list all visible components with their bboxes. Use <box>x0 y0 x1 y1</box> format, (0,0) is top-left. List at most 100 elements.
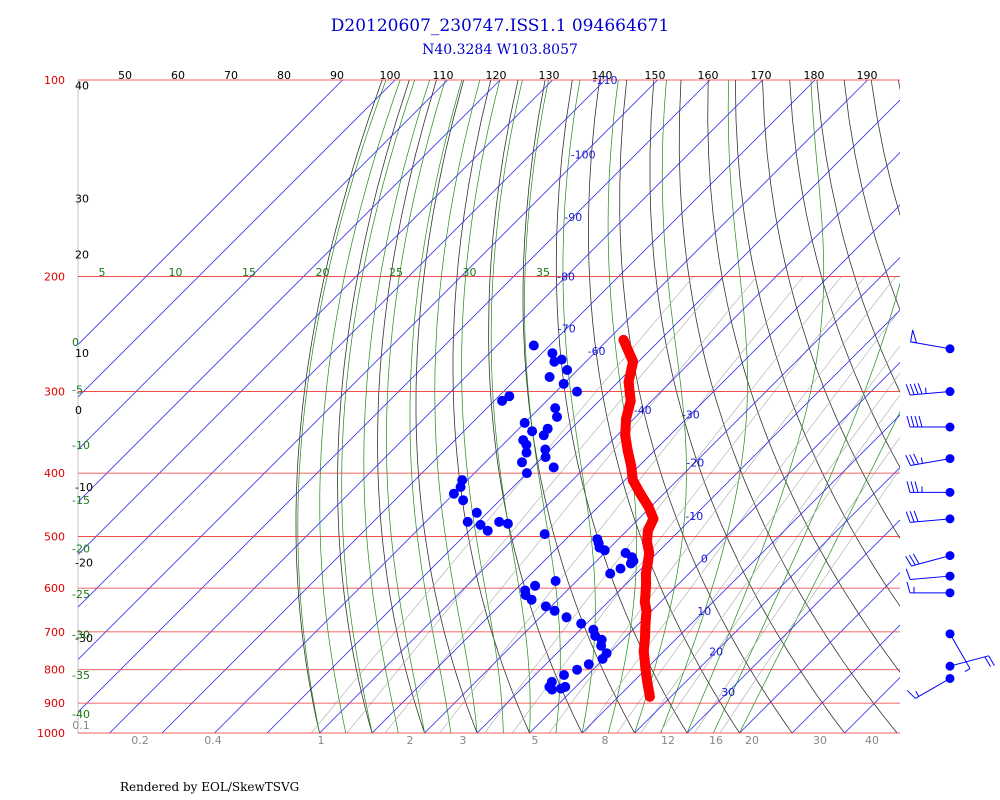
moist-adiabat <box>386 79 446 733</box>
isotherm <box>371 204 900 733</box>
pressure-label: 900 <box>44 697 65 710</box>
wind-barb-flag <box>909 511 915 523</box>
dewpoint-point <box>521 447 532 458</box>
moist-adiabat-label: 35 <box>536 266 550 279</box>
dewpoint-point <box>504 391 515 402</box>
isotherm <box>634 467 900 733</box>
moist-adiabat <box>739 411 900 733</box>
mixing-ratio-label: 8 <box>602 734 609 747</box>
isotherm <box>529 362 900 733</box>
wind-barb-flag <box>905 568 911 580</box>
top-axis-label: 110 <box>433 69 454 82</box>
pressure-label: 100 <box>44 74 65 87</box>
wind-barb-flag <box>912 553 920 565</box>
top-axis-label: 100 <box>380 69 401 82</box>
mixing-ratio-label: 0.2 <box>131 734 149 747</box>
dewpoint-point <box>549 356 560 367</box>
dewpoint-point <box>502 518 513 529</box>
chart-title: D20120607_230747.ISS1.1 094664671 <box>330 16 670 36</box>
wind-barb-flag <box>905 384 911 396</box>
isotherm-label: 10 <box>697 605 711 618</box>
dry-adiabat <box>789 79 900 469</box>
dewpoint-point <box>559 670 569 680</box>
wind-barb-flag <box>909 454 915 466</box>
dry-adiabat <box>980 80 1000 733</box>
isotherm <box>78 79 711 713</box>
isotherm <box>266 99 900 733</box>
wind-barbs <box>905 329 995 699</box>
isotherm-label: -70 <box>558 322 576 335</box>
moist-left-label: -30 <box>72 629 90 642</box>
moist-left-label: -20 <box>72 543 90 556</box>
moist-adiabat <box>686 79 825 733</box>
dry-adiabat <box>452 79 530 733</box>
isotherm <box>686 519 900 733</box>
isotherm <box>78 79 396 398</box>
dewpoint-point <box>562 365 573 375</box>
top-axis-label: 160 <box>698 69 719 82</box>
isotherm <box>78 79 501 503</box>
dewpoint-point <box>597 653 608 664</box>
left-axis-label: -20 <box>75 556 93 569</box>
left-axis-label: -30 <box>75 632 93 645</box>
dry-adiabat <box>762 79 900 539</box>
left-axis-label: 30 <box>75 193 89 206</box>
top-axis-label: 70 <box>224 69 238 82</box>
moist-adiabat <box>409 79 463 733</box>
wind-barb-flag <box>917 383 923 395</box>
wind-barb-flag <box>906 581 911 593</box>
isotherm-label: -30 <box>682 408 700 421</box>
wind-barb-flag <box>913 383 919 395</box>
wind-barb-staff <box>910 341 951 350</box>
grid-lines <box>78 79 1000 733</box>
moist-adiabat-label: 15 <box>242 266 256 279</box>
dewpoint-point <box>560 681 571 692</box>
moist-left-label: 0 <box>72 336 79 349</box>
moist-adiabat <box>490 79 531 733</box>
wind-barb-flag <box>914 481 919 493</box>
dewpoint-point <box>576 618 587 629</box>
dewpoint-point <box>475 519 486 530</box>
mixing-ratio-label: 20 <box>745 734 759 747</box>
dewpoint-point <box>596 640 607 651</box>
wind-barb-flag <box>909 554 916 566</box>
isotherm <box>424 257 900 733</box>
isotherm-label: 20 <box>709 645 723 658</box>
mixing-ratio-label: 30 <box>813 734 827 747</box>
moist-adiabat-label: 25 <box>389 266 403 279</box>
wind-barb-half-flag <box>925 387 927 394</box>
left-axis-label: 10 <box>75 347 89 360</box>
dewpoint-point <box>527 426 538 437</box>
wind-barb-flag <box>913 510 919 522</box>
moist-adiabat <box>434 79 481 733</box>
wind-barb-flag <box>905 455 912 466</box>
moist-left-label: -5 <box>72 384 83 397</box>
chart-subtitle: N40.3284 W103.8057 <box>422 42 578 58</box>
isotherm-label: -10 <box>685 510 703 523</box>
mixing-ratio-label: 3 <box>460 734 467 747</box>
dewpoint-point <box>528 340 539 351</box>
dewpoint-point <box>462 516 473 527</box>
moist-adiabat <box>341 79 416 733</box>
dewpoint-point <box>448 488 459 499</box>
dewpoint-point <box>605 568 616 579</box>
moist-adiabat <box>461 79 504 733</box>
mixing-ratio-label: 16 <box>709 734 723 747</box>
dewpoint-point <box>552 411 562 422</box>
wind-barb-pennant <box>910 329 918 344</box>
left-axis-label: 0 <box>75 404 82 417</box>
moist-adiabat-label: 30 <box>463 266 477 279</box>
wind-barb-flag <box>905 555 912 567</box>
isotherm-label: 0 <box>701 552 708 565</box>
dewpoint-point <box>482 525 493 536</box>
wind-barb-flag <box>910 415 915 428</box>
dry-adiabat <box>522 79 635 733</box>
dewpoint-point <box>583 659 594 670</box>
moist-adiabat <box>712 282 900 733</box>
footer-credit: Rendered by EOL/SkewTSVG <box>120 780 300 794</box>
moist-left-label: -15 <box>72 494 90 507</box>
sounding-profiles <box>448 334 659 702</box>
moist-adiabat-label: 10 <box>169 266 183 279</box>
mixing-ratio-label: 1 <box>318 734 325 747</box>
dewpoint-point <box>540 452 551 463</box>
